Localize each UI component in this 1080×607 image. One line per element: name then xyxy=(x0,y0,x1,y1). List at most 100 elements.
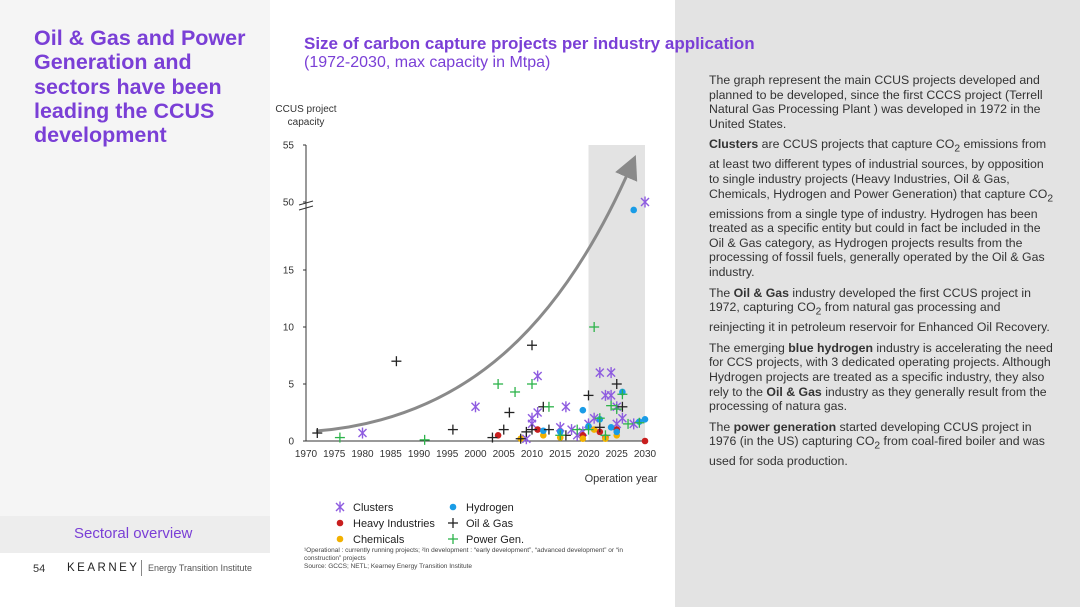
page-number: 54 xyxy=(33,563,46,575)
axis-labels-group: 0 5 10 15 50 55 1970 1975 1980 1985 1990 1995 2000 20… xyxy=(283,141,657,461)
point-power xyxy=(493,379,504,389)
point-clusters xyxy=(358,427,367,439)
legend-label-heavy: Heavy Industries xyxy=(353,518,435,530)
point-oilgas xyxy=(583,390,594,401)
legend-label-power: Power Gen. xyxy=(466,534,524,546)
point-power xyxy=(600,430,611,441)
brand-logo: KEARNEY xyxy=(67,562,140,574)
paragraph-intro: The graph represent the main CCUS projec… xyxy=(709,73,1043,131)
slide-title: Oil & Gas and Power Generation and secto… xyxy=(34,26,246,148)
point-power xyxy=(510,386,521,397)
point-oilgas xyxy=(515,433,526,444)
point-oilgas xyxy=(611,379,622,389)
footnote: ¹Operational : currently running project… xyxy=(304,547,634,570)
point-power xyxy=(594,413,605,424)
point-power xyxy=(572,424,583,435)
point-clusters xyxy=(533,370,543,382)
brand-divider xyxy=(141,560,142,576)
paragraph-power: The power generation started developing … xyxy=(709,419,1045,469)
point-clusters xyxy=(589,412,599,424)
x-tick-label: 1995 xyxy=(436,449,459,460)
x-tick-label: 1980 xyxy=(351,449,374,460)
point-oilgas xyxy=(527,340,537,351)
point-hydrogen xyxy=(540,427,547,435)
point-clusters xyxy=(595,367,605,379)
point-clusters xyxy=(533,407,543,418)
legend-marker-oilgas xyxy=(448,518,458,528)
point-power xyxy=(419,434,430,445)
forecast-shade-group xyxy=(588,145,645,441)
point-clusters xyxy=(640,196,650,208)
point-clusters xyxy=(561,401,571,413)
point-oilgas xyxy=(617,401,628,412)
point-power xyxy=(617,389,628,400)
point-clusters xyxy=(606,389,616,401)
x-tick-label: 2000 xyxy=(464,449,487,460)
x-tick-label: 1975 xyxy=(323,449,346,460)
point-power xyxy=(527,379,537,389)
point-oilgas xyxy=(594,422,605,433)
legend-label-chemicals: Chemicals xyxy=(353,534,405,546)
point-heavy xyxy=(641,437,649,445)
trend-arrow xyxy=(315,155,638,433)
x-tick-label: 1970 xyxy=(295,449,318,460)
point-clusters xyxy=(471,401,480,413)
footnote-definitions: ¹Operational : currently running project… xyxy=(304,547,624,562)
axis-break-mark xyxy=(298,200,314,206)
point-oilgas xyxy=(312,428,323,439)
legend-label-hydrogen: Hydrogen xyxy=(466,502,514,514)
legend-label-oilgas: Oil & Gas xyxy=(466,518,514,530)
y-axis-label-line2: capacity xyxy=(288,117,325,128)
point-heavy xyxy=(534,426,541,433)
section-band xyxy=(0,516,270,553)
point-chemicals xyxy=(579,435,587,443)
x-tick-label: 1990 xyxy=(408,449,431,460)
x-tick-label: 2015 xyxy=(549,449,572,460)
point-hydrogen xyxy=(579,406,587,414)
point-power xyxy=(589,322,600,332)
paragraph-oil-gas: The Oil & Gas industry developed the fir… xyxy=(709,285,1050,335)
left-panel xyxy=(0,0,270,607)
point-oilgas xyxy=(527,424,537,435)
legend-marker-chemicals xyxy=(336,535,344,543)
point-power xyxy=(583,424,594,435)
y-tick-label: 15 xyxy=(283,266,295,277)
x-tick-label: 2020 xyxy=(577,449,600,460)
point-power xyxy=(555,430,566,441)
paragraph-hydrogen: The emerging blue hydrogen industry is a… xyxy=(709,340,1053,414)
brand-subtitle: Energy Transition Institute xyxy=(148,563,253,573)
y-tick-label: 5 xyxy=(288,380,294,391)
chart-subtitle: (1972-2030, max capacity in Mtpa) xyxy=(304,54,551,71)
legend-label-clusters: Clusters xyxy=(353,502,394,514)
point-oilgas xyxy=(391,356,402,367)
point-oilgas xyxy=(504,407,515,418)
commentary-panel xyxy=(675,0,1080,607)
footnote-source: Source: GCCS; NETL; Kearney Energy Trans… xyxy=(304,562,472,570)
point-power xyxy=(334,432,345,443)
section-label[interactable]: Sectoral overview xyxy=(74,525,193,542)
point-oilgas xyxy=(447,424,458,435)
y-tick-label: 10 xyxy=(283,323,295,334)
point-oilgas xyxy=(498,424,509,435)
legend-marker-clusters xyxy=(335,501,345,513)
point-power xyxy=(543,401,554,412)
legend-marker-hydrogen xyxy=(449,503,457,511)
y-axis-label-line1: CCUS project xyxy=(275,104,336,115)
scatter-chart: 0 5 10 15 50 55 1970 1975 1980 1985 1990 1995 2000 20… xyxy=(275,104,658,546)
x-tick-label: 2010 xyxy=(521,449,544,460)
y-tick-label: 55 xyxy=(283,141,295,152)
axes-group xyxy=(298,144,645,442)
legend-marker-power xyxy=(448,534,458,544)
point-power xyxy=(634,417,645,428)
point-oilgas xyxy=(487,432,498,443)
commentary-text: The graph represent the main CCUS projec… xyxy=(709,73,1054,475)
point-oilgas xyxy=(543,424,554,435)
point-chemicals xyxy=(540,432,547,439)
data-points-group xyxy=(312,196,650,445)
legend: Clusters Hydrogen Heavy Industries Oil & Ga… xyxy=(335,501,524,546)
x-axis-label: Operation year xyxy=(585,473,658,485)
chart-title: Size of carbon capture projects per indu… xyxy=(304,34,755,53)
paragraph-clusters: Clusters are CCUS projects that capture … xyxy=(709,137,1054,280)
point-oilgas xyxy=(521,426,532,437)
x-tick-label: 2025 xyxy=(606,449,629,460)
